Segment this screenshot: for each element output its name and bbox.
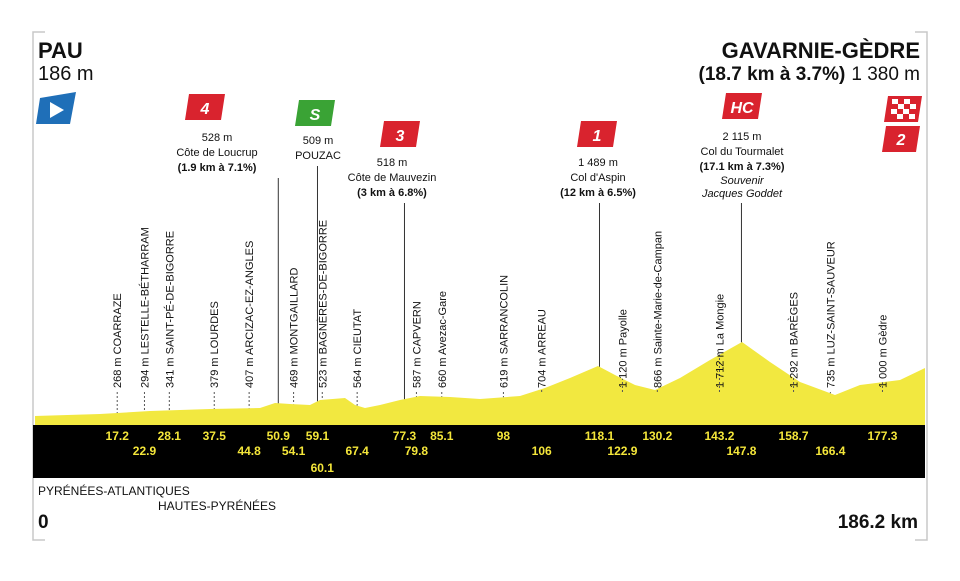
km-label: 50.9 — [267, 429, 291, 443]
km-label: 177.3 — [867, 429, 897, 443]
waypoint-label: 268 m COARRAZE — [112, 293, 124, 388]
waypoint-label: 704 m ARREAU — [537, 309, 549, 388]
km-band — [33, 425, 925, 478]
climb-badge-shape — [295, 100, 335, 126]
climb-badge: 4 — [200, 101, 210, 118]
start-icon — [50, 102, 64, 118]
waypoint-label: 379 m LOURDES — [209, 301, 221, 388]
climb-altitude: 1 489 m — [578, 157, 618, 169]
climb-name: Col du Tourmalet — [701, 146, 784, 158]
km-label: 118.1 — [585, 429, 615, 443]
waypoint-label: 660 m Avezac-Gare — [437, 291, 449, 388]
finish-checkered — [884, 96, 922, 122]
climb-name: Côte de Mauvezin — [348, 172, 437, 184]
climb-badge-shape — [185, 94, 225, 120]
climb-altitude: 509 m — [303, 135, 334, 147]
waypoint-label: 523 m BAGNÈRES-DE-BIGORRE — [316, 220, 329, 388]
climb-note: Souvenir — [720, 175, 765, 187]
km-label: 106 — [532, 444, 552, 458]
climb-badge-shape — [722, 93, 762, 119]
climb-stats: (3 km à 6.8%) — [357, 187, 427, 199]
start-name: PAU — [38, 38, 83, 63]
km-label: 85.1 — [430, 429, 454, 443]
climb-stats: (1.9 km à 7.1%) — [178, 162, 257, 174]
waypoint-label: 469 m MONTGAILLARD — [289, 268, 301, 388]
km-label: 22.9 — [133, 444, 157, 458]
finish-altitude: 1 380 m — [851, 64, 920, 85]
elevation-profile — [35, 342, 925, 425]
km-label: 28.1 — [158, 429, 182, 443]
climb-name: Côte de Loucrup — [176, 147, 257, 159]
km-label: 143.2 — [704, 429, 734, 443]
waypoint-label: 587 m CAPVERN — [411, 301, 423, 388]
finish-badge-shape — [882, 126, 920, 152]
finish-badge: 2 — [896, 132, 906, 149]
climb-badge-shape — [380, 121, 420, 147]
waypoint-label: 407 m ARCIZAC-EZ-ANGLES — [244, 241, 256, 388]
waypoint-label: 1 292 m BARÈGES — [788, 292, 801, 388]
climb-badge: HC — [730, 100, 754, 117]
km-label: 98 — [497, 429, 511, 443]
finish-climb: (18.7 km à 3.7%) — [699, 64, 846, 85]
km-label: 147.8 — [726, 444, 756, 458]
climb-badge-shape — [577, 121, 617, 147]
climb-altitude: 528 m — [202, 132, 233, 144]
frame — [32, 31, 928, 541]
waypoint-label: 1 120 m Payolle — [617, 309, 629, 388]
km-label: 158.7 — [779, 429, 809, 443]
climb-stats: (17.1 km à 7.3%) — [700, 161, 785, 173]
waypoint-label: 866 m Sainte-Marie-de-Campan — [652, 231, 664, 388]
waypoint-label: 1 712 m La Mongie — [714, 294, 726, 388]
start-altitude: 186 m — [38, 63, 94, 85]
climb-badge: 1 — [593, 128, 602, 145]
km-label: 122.9 — [607, 444, 637, 458]
km-label: 166.4 — [815, 444, 845, 458]
km-label: 130.2 — [642, 429, 672, 443]
km-label: 37.5 — [203, 429, 227, 443]
climb-note: Jacques Goddet — [701, 188, 783, 200]
km-label: 59.1 — [306, 429, 330, 443]
climb-name: Col d'Aspin — [570, 172, 625, 184]
km-label: 54.1 — [282, 444, 306, 458]
climb-badge: S — [310, 107, 321, 124]
km-label: 44.8 — [237, 444, 261, 458]
climb-name: POUZAC — [295, 150, 341, 162]
km-label: 67.4 — [345, 444, 369, 458]
finish-name: GAVARNIE-GÈDRE — [722, 38, 920, 63]
km-label: 17.2 — [106, 429, 130, 443]
finish-info: (18.7 km à 3.7%) 1 380 m — [699, 64, 920, 85]
start-distance: 0 — [38, 512, 49, 533]
waypoint-label: 1 000 m Gèdre — [877, 315, 889, 388]
climb-badge: 3 — [396, 128, 405, 145]
km-label: 77.3 — [393, 429, 417, 443]
km-label: 60.1 — [311, 461, 335, 475]
climb-altitude: 2 115 m — [723, 131, 762, 143]
waypoint-label: 735 m LUZ-SAINT-SAUVEUR — [825, 241, 837, 388]
waypoint-label: 564 m CIEUTAT — [352, 309, 364, 388]
waypoint-label: 294 m LESTELLE-BÉTHARRAM — [138, 227, 151, 388]
waypoint-label: 341 m SAINT-PÉ-DE-BIGORRE — [163, 231, 176, 388]
department: PYRÉNÉES-ATLANTIQUES — [38, 483, 190, 498]
km-label: 79.8 — [405, 444, 429, 458]
end-distance: 186.2 km — [838, 512, 918, 533]
department: HAUTES-PYRÉNÉES — [158, 498, 276, 513]
waypoint-label: 619 m SARRANCOLIN — [498, 275, 510, 388]
climb-stats: (12 km à 6.5%) — [560, 187, 636, 199]
climb-altitude: 518 m — [377, 157, 408, 169]
